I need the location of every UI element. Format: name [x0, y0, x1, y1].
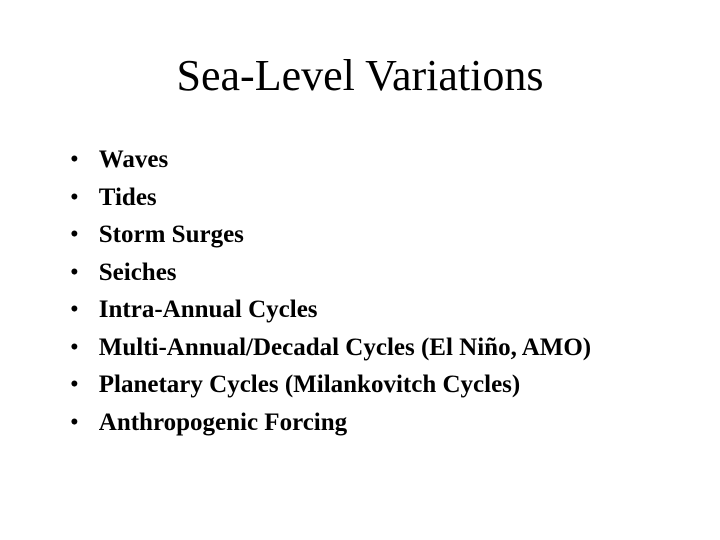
- bullet-list: • Waves • Tides • Storm Surges • Seiches…: [50, 141, 670, 441]
- bullet-icon: •: [70, 291, 79, 329]
- list-item: • Tides: [70, 179, 670, 217]
- bullet-icon: •: [70, 254, 79, 292]
- bullet-text: Anthropogenic Forcing: [99, 404, 670, 442]
- list-item: • Intra-Annual Cycles: [70, 291, 670, 329]
- slide-title: Sea-Level Variations: [50, 50, 670, 101]
- list-item: • Storm Surges: [70, 216, 670, 254]
- bullet-icon: •: [70, 329, 79, 367]
- bullet-text: Multi-Annual/Decadal Cycles (El Niño, AM…: [99, 329, 670, 367]
- bullet-icon: •: [70, 141, 79, 179]
- bullet-text: Tides: [99, 179, 670, 217]
- bullet-icon: •: [70, 404, 79, 442]
- list-item: • Planetary Cycles (Milankovitch Cycles): [70, 366, 670, 404]
- bullet-text: Waves: [99, 141, 670, 179]
- bullet-icon: •: [70, 366, 79, 404]
- list-item: • Multi-Annual/Decadal Cycles (El Niño, …: [70, 329, 670, 367]
- slide-container: Sea-Level Variations • Waves • Tides • S…: [0, 0, 720, 540]
- list-item: • Waves: [70, 141, 670, 179]
- bullet-text: Storm Surges: [99, 216, 670, 254]
- bullet-text: Planetary Cycles (Milankovitch Cycles): [99, 366, 670, 404]
- bullet-text: Intra-Annual Cycles: [99, 291, 670, 329]
- bullet-text: Seiches: [99, 254, 670, 292]
- list-item: • Seiches: [70, 254, 670, 292]
- list-item: • Anthropogenic Forcing: [70, 404, 670, 442]
- bullet-icon: •: [70, 179, 79, 217]
- bullet-icon: •: [70, 216, 79, 254]
